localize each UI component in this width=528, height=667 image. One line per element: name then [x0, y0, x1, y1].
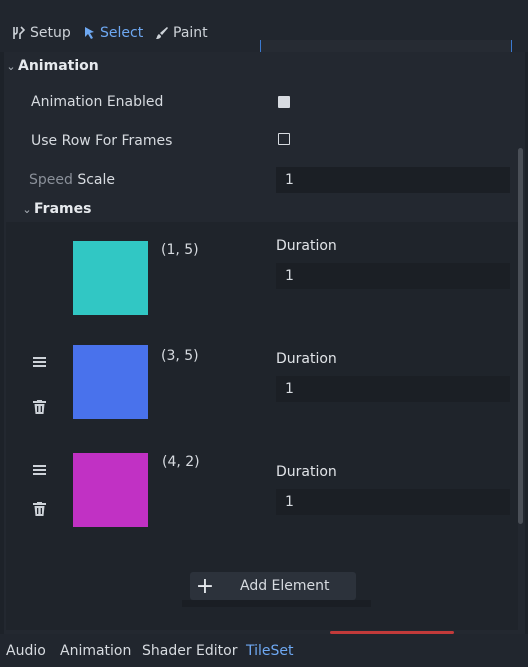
frame-3-swatch[interactable] — [73, 453, 148, 527]
select-tool-button[interactable]: Select — [84, 24, 143, 42]
bottom-panel-tabs — [0, 634, 528, 667]
setup-label: Setup — [30, 25, 71, 41]
tab-shader-editor[interactable]: Shader Editor — [142, 643, 238, 659]
speed-scale-value: 1 — [285, 172, 294, 188]
use-row-for-frames-label: Use Row For Frames — [31, 133, 173, 149]
frame-2-duration-label: Duration — [276, 351, 337, 367]
frame-1-coords: (1, 5) — [161, 242, 199, 258]
tab-audio[interactable]: Audio — [6, 643, 46, 659]
plus-icon: + — [195, 573, 215, 599]
inspector-scrollbar[interactable] — [518, 148, 523, 524]
animation-enabled-label: Animation Enabled — [31, 94, 164, 110]
select-label: Select — [100, 25, 144, 41]
frame-1-duration-value: 1 — [285, 268, 294, 284]
paint-label: Paint — [173, 25, 208, 41]
animation-section-title: Animation — [18, 58, 99, 74]
select-arrow-icon — [84, 26, 96, 40]
chevron-down-icon: ⌄ — [22, 202, 32, 216]
frame-3-coords: (4, 2) — [162, 454, 200, 470]
speed-scale-label: Speed Scale — [29, 172, 115, 188]
frames-section-header[interactable]: ⌄ Frames — [20, 196, 91, 222]
setup-tool-button[interactable]: Setup — [12, 24, 71, 42]
frames-section-title: Frames — [34, 201, 92, 217]
drag-handle-icon[interactable] — [33, 464, 46, 476]
frame-2-duration-input[interactable]: 1 — [276, 376, 510, 402]
frame-1-duration-input[interactable]: 1 — [276, 263, 510, 289]
speed-scale-prefix: Speed — [29, 172, 73, 188]
paint-tool-button[interactable]: Paint — [155, 24, 208, 42]
tab-animation[interactable]: Animation — [60, 643, 132, 659]
frame-3-duration-value: 1 — [285, 494, 294, 510]
speed-scale-input[interactable]: 1 — [276, 167, 510, 193]
trash-icon[interactable] — [33, 502, 46, 516]
paint-brush-icon — [155, 26, 169, 40]
setup-icon — [12, 26, 26, 40]
frame-2-swatch[interactable] — [73, 345, 148, 419]
animation-enabled-checkbox[interactable] — [278, 96, 290, 108]
frame-1-duration-label: Duration — [276, 238, 337, 254]
frame-3-duration-input[interactable]: 1 — [276, 489, 510, 515]
frame-3-duration-label: Duration — [276, 464, 337, 480]
use-row-for-frames-checkbox[interactable] — [278, 133, 290, 145]
add-element-button[interactable]: + Add Element — [190, 572, 356, 600]
add-element-label: Add Element — [240, 578, 330, 594]
frame-1-swatch[interactable] — [73, 241, 148, 315]
add-element-shadow — [182, 600, 371, 607]
frame-2-coords: (3, 5) — [161, 348, 199, 364]
trash-icon[interactable] — [33, 400, 46, 414]
tab-tileset[interactable]: TileSet — [246, 643, 294, 659]
drag-handle-icon[interactable] — [33, 356, 46, 368]
chevron-down-icon: ⌄ — [6, 59, 16, 73]
frame-2-duration-value: 1 — [285, 381, 294, 397]
speed-scale-suffix: Scale — [77, 172, 116, 188]
animation-section-header[interactable]: ⌄ Animation — [4, 53, 99, 79]
notification-strip — [330, 631, 454, 634]
